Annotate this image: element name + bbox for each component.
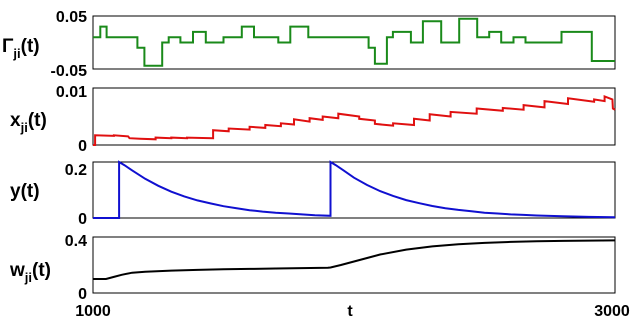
x-axis-label: t (347, 303, 353, 320)
panel-gamma-ytick-bottom: -0.05 (51, 63, 88, 80)
panel-gamma-ylabel: Γji(t) (2, 36, 40, 61)
panel-gamma-frame (92, 15, 616, 70)
panel-w-ytick-bottom: 0 (78, 286, 87, 303)
panel-gamma: Γji(t) 0.05 -0.05 (2, 9, 616, 80)
panel-x-frame (92, 87, 616, 146)
panel-x: xji(t) 0.01 0 (10, 84, 616, 155)
panel-y-ylabel: y(t) (10, 181, 40, 202)
panel-x-series-line (93, 95, 616, 146)
x-tick-end: 3000 (594, 303, 630, 320)
panel-gamma-ytick-top: 0.05 (56, 9, 87, 26)
panel-w: wji(t) 0.4 0 (9, 233, 616, 303)
panel-gamma-series-line (93, 17, 615, 67)
panel-x-ytick-top: 0.01 (56, 84, 87, 101)
panel-w-ytick-top: 0.4 (65, 233, 87, 250)
panel-w-ylabel: wji(t) (9, 260, 51, 285)
panel-y: y(t) 0.2 0 (10, 160, 616, 228)
panel-y-ytick-top: 0.2 (65, 162, 87, 179)
panel-x-ytick-bottom: 0 (78, 138, 87, 155)
panel-x-ylabel: xji(t) (10, 110, 47, 135)
panel-y-ytick-bottom: 0 (78, 211, 87, 228)
panel-y-frame (92, 161, 616, 219)
x-tick-start: 1000 (75, 303, 111, 320)
panel-y-series-line (93, 160, 616, 219)
panel-w-frame (92, 236, 616, 294)
panel-w-series-line (93, 239, 616, 280)
